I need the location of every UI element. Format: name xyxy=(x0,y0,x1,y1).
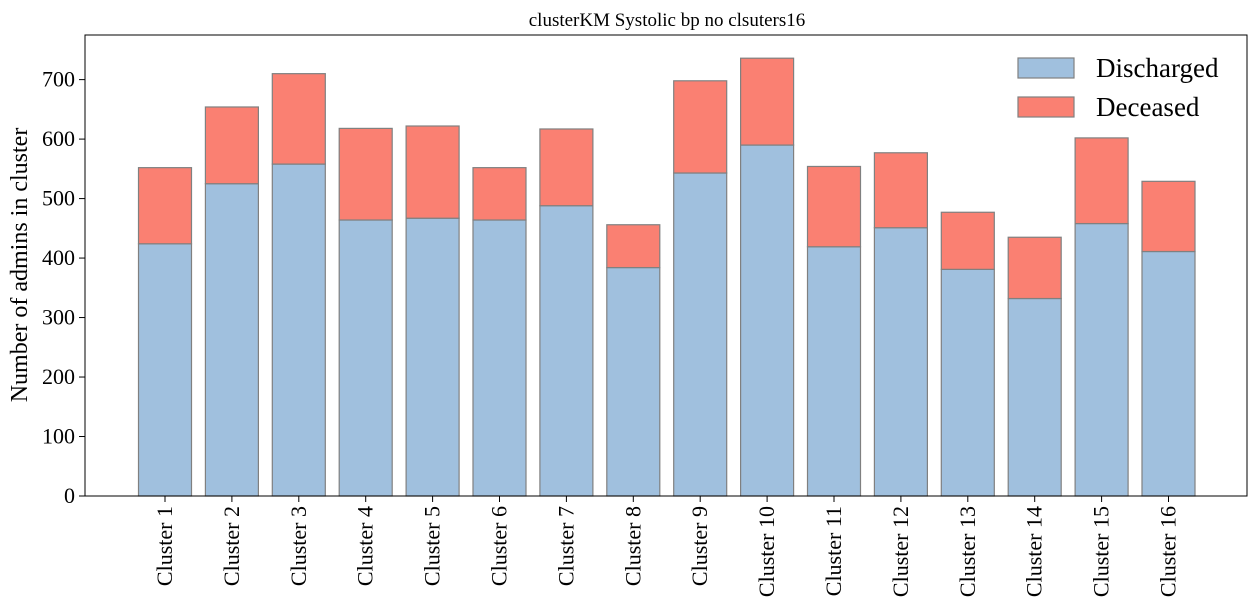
bar-deceased-6 xyxy=(472,167,527,221)
bars-group xyxy=(137,57,1196,497)
bar-discharged-6 xyxy=(472,219,527,497)
bar-deceased-4 xyxy=(338,127,393,221)
x-tick-label: Cluster 16 xyxy=(1156,506,1181,597)
y-tick-label: 100 xyxy=(42,424,75,449)
bar-deceased-11 xyxy=(806,165,862,248)
legend-label-discharged: Discharged xyxy=(1096,53,1219,83)
x-axis: Cluster 1 Cluster 2 Cluster 3 Cluster 4 Clus… xyxy=(152,496,1181,597)
x-tick-label: Cluster 11 xyxy=(821,506,846,596)
bar-deceased-13 xyxy=(940,211,995,270)
bar-discharged-5 xyxy=(405,217,460,497)
bar-deceased-3 xyxy=(271,73,326,165)
bar-deceased-5 xyxy=(405,125,460,219)
y-tick-label: 600 xyxy=(42,126,75,151)
bar-deceased-9 xyxy=(673,80,728,174)
legend-swatch-deceased xyxy=(1017,96,1075,118)
bar-discharged-14 xyxy=(1007,297,1062,497)
x-tick-label: Cluster 6 xyxy=(487,506,512,586)
bar-discharged-16 xyxy=(1141,250,1196,497)
x-tick-label: Cluster 8 xyxy=(620,506,645,586)
x-tick-label: Cluster 14 xyxy=(1022,506,1047,597)
bar-deceased-16 xyxy=(1141,180,1196,253)
y-tick-label: 200 xyxy=(42,364,75,389)
bar-discharged-8 xyxy=(606,266,661,497)
x-tick-label: Cluster 13 xyxy=(955,506,980,597)
bar-deceased-1 xyxy=(137,167,193,245)
bar-discharged-10 xyxy=(739,144,795,497)
x-tick-label: Cluster 4 xyxy=(353,506,378,586)
bar-discharged-13 xyxy=(940,268,995,497)
legend-swatch-discharged xyxy=(1017,57,1075,79)
bar-deceased-10 xyxy=(739,57,795,146)
bar-discharged-15 xyxy=(1074,222,1129,497)
x-tick-label: Cluster 2 xyxy=(219,506,244,586)
y-tick-label: 300 xyxy=(42,305,75,330)
bar-deceased-7 xyxy=(539,128,594,207)
x-tick-label: Cluster 10 xyxy=(754,506,779,597)
x-tick-label: Cluster 12 xyxy=(888,506,913,597)
bar-deceased-8 xyxy=(606,224,661,269)
y-tick-label: 500 xyxy=(42,186,75,211)
legend: Discharged Deceased xyxy=(1017,53,1219,122)
y-tick-label: 0 xyxy=(64,483,75,508)
bar-deceased-2 xyxy=(204,106,259,185)
y-axis: 0 100 200 300 400 500 600 700 xyxy=(42,67,85,508)
bar-discharged-12 xyxy=(873,227,929,497)
chart-title: clusterKM Systolic bp no clsuters16 xyxy=(529,10,806,31)
bar-deceased-12 xyxy=(873,152,929,229)
y-axis-label: Number of admins in cluster xyxy=(7,128,33,403)
x-tick-label: Cluster 1 xyxy=(152,506,177,586)
x-tick-label: Cluster 9 xyxy=(687,506,712,586)
y-tick-label: 400 xyxy=(42,245,75,270)
bar-deceased-15 xyxy=(1074,137,1129,225)
bar-discharged-9 xyxy=(673,172,728,497)
bar-discharged-11 xyxy=(806,246,862,497)
bar-discharged-4 xyxy=(338,219,393,497)
x-tick-label: Cluster 5 xyxy=(420,506,445,586)
bar-discharged-2 xyxy=(204,183,259,497)
plot-frame xyxy=(84,34,1248,497)
legend-label-deceased: Deceased xyxy=(1096,92,1200,122)
x-tick-label: Cluster 7 xyxy=(553,506,578,586)
x-tick-label: Cluster 3 xyxy=(286,506,311,586)
bar-discharged-3 xyxy=(271,163,326,497)
bar-discharged-7 xyxy=(539,205,594,497)
x-tick-label: Cluster 15 xyxy=(1089,506,1114,597)
bar-discharged-1 xyxy=(137,243,193,497)
bar-deceased-14 xyxy=(1007,236,1062,300)
y-tick-label: 700 xyxy=(42,67,75,92)
